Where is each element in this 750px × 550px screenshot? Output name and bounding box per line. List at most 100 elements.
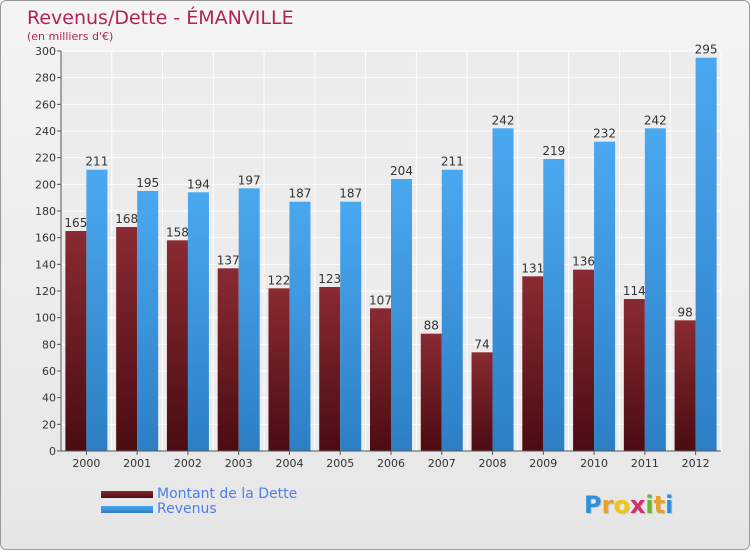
x-tick-label: 2000 — [72, 457, 100, 470]
y-tick-label: 220 — [35, 152, 56, 165]
data-label-debt: 74 — [474, 337, 489, 351]
bar-revenue — [543, 159, 565, 451]
y-tick-label: 140 — [35, 258, 56, 271]
logo-letter: i — [665, 491, 674, 519]
bar-revenue — [441, 169, 463, 451]
logo-letter: x — [629, 491, 646, 519]
y-tick-label: 20 — [42, 418, 56, 431]
x-tick-label: 2005 — [326, 457, 354, 470]
data-label-revenue: 242 — [492, 113, 515, 127]
chart-legend: Montant de la Dette Revenus — [101, 487, 297, 517]
legend-item-debt: Montant de la Dette — [101, 487, 297, 502]
bar-debt — [471, 352, 493, 451]
bar-revenue — [340, 201, 362, 451]
x-tick-label: 2008 — [479, 457, 507, 470]
logo-letter: o — [613, 491, 630, 519]
logo-letter: t — [653, 491, 666, 519]
bar-revenue — [594, 141, 616, 451]
legend-item-revenue: Revenus — [101, 502, 297, 517]
data-label-debt: 136 — [572, 255, 595, 269]
y-tick-label: 200 — [35, 178, 56, 191]
data-label-debt: 122 — [268, 273, 291, 287]
y-tick-label: 120 — [35, 285, 56, 298]
data-label-revenue: 211 — [85, 155, 108, 169]
data-label-debt: 137 — [217, 253, 240, 267]
bar-debt — [116, 227, 138, 451]
y-tick-label: 180 — [35, 205, 56, 218]
bar-debt — [522, 276, 544, 451]
chart-subtitle: (en milliers d'€) — [27, 30, 114, 43]
bar-revenue — [137, 191, 159, 451]
x-tick-label: 2006 — [377, 457, 405, 470]
bar-revenue — [86, 169, 108, 451]
legend-swatch-debt — [101, 491, 153, 498]
legend-swatch-revenue — [101, 506, 153, 513]
bar-debt — [420, 333, 442, 451]
data-label-debt: 131 — [521, 261, 544, 275]
x-tick-label: 2012 — [682, 457, 710, 470]
y-tick-label: 60 — [42, 365, 56, 378]
y-tick-label: 240 — [35, 125, 56, 138]
data-label-debt: 123 — [318, 272, 341, 286]
bar-revenue — [644, 128, 666, 451]
data-label-debt: 88 — [424, 319, 439, 333]
data-label-debt: 165 — [64, 216, 87, 230]
legend-label-revenue: Revenus — [157, 501, 217, 517]
bar-debt — [166, 240, 188, 451]
bar-debt — [268, 288, 290, 451]
bar-revenue — [187, 192, 209, 452]
x-tick-label: 2002 — [174, 457, 202, 470]
bar-debt — [674, 320, 696, 451]
x-tick-label: 2001 — [123, 457, 151, 470]
y-tick-label: 280 — [35, 72, 56, 85]
proxiti-logo: Proxiti — [584, 491, 673, 519]
x-tick-label: 2010 — [580, 457, 608, 470]
x-tick-label: 2003 — [225, 457, 253, 470]
logo-letter: r — [601, 491, 614, 519]
x-tick-label: 2011 — [631, 457, 659, 470]
data-label-revenue: 187 — [289, 187, 312, 201]
data-label-revenue: 195 — [136, 176, 159, 190]
y-tick-label: 260 — [35, 98, 56, 111]
bar-debt — [65, 231, 87, 451]
y-tick-label: 300 — [35, 45, 56, 58]
data-label-debt: 158 — [166, 225, 189, 239]
data-label-revenue: 232 — [593, 127, 616, 141]
bar-revenue — [238, 188, 260, 452]
data-label-debt: 107 — [369, 293, 392, 307]
x-tick-label: 2009 — [529, 457, 557, 470]
bar-revenue — [492, 128, 514, 451]
data-label-revenue: 295 — [695, 43, 718, 57]
data-label-revenue: 187 — [339, 187, 362, 201]
data-label-revenue: 194 — [187, 177, 210, 191]
bar-debt — [370, 308, 391, 451]
y-tick-label: 100 — [35, 312, 56, 325]
chart-title: Revenus/Dette - ÉMANVILLE — [27, 7, 294, 29]
x-tick-label: 2004 — [275, 457, 303, 470]
bar-debt — [217, 268, 239, 451]
bar-revenue — [391, 179, 412, 451]
data-label-debt: 114 — [623, 284, 646, 298]
bar-revenue — [695, 57, 717, 452]
logo-letter: P — [584, 491, 602, 519]
data-label-revenue: 204 — [390, 164, 413, 178]
y-tick-label: 40 — [42, 392, 56, 405]
data-label-revenue: 219 — [542, 144, 565, 158]
y-tick-label: 80 — [42, 338, 56, 351]
y-tick-label: 0 — [49, 445, 56, 458]
data-label-revenue: 197 — [238, 173, 261, 187]
bar-debt — [573, 269, 595, 451]
data-label-debt: 98 — [677, 305, 692, 319]
legend-label-debt: Montant de la Dette — [157, 486, 298, 502]
data-label-revenue: 242 — [644, 113, 667, 127]
logo-letter: i — [645, 491, 654, 519]
bar-revenue — [289, 201, 311, 451]
data-label-debt: 168 — [115, 212, 138, 226]
bar-debt — [623, 299, 645, 451]
bar-debt — [319, 287, 341, 451]
y-tick-label: 160 — [35, 232, 56, 245]
data-label-revenue: 211 — [441, 155, 464, 169]
x-tick-label: 2007 — [428, 457, 456, 470]
